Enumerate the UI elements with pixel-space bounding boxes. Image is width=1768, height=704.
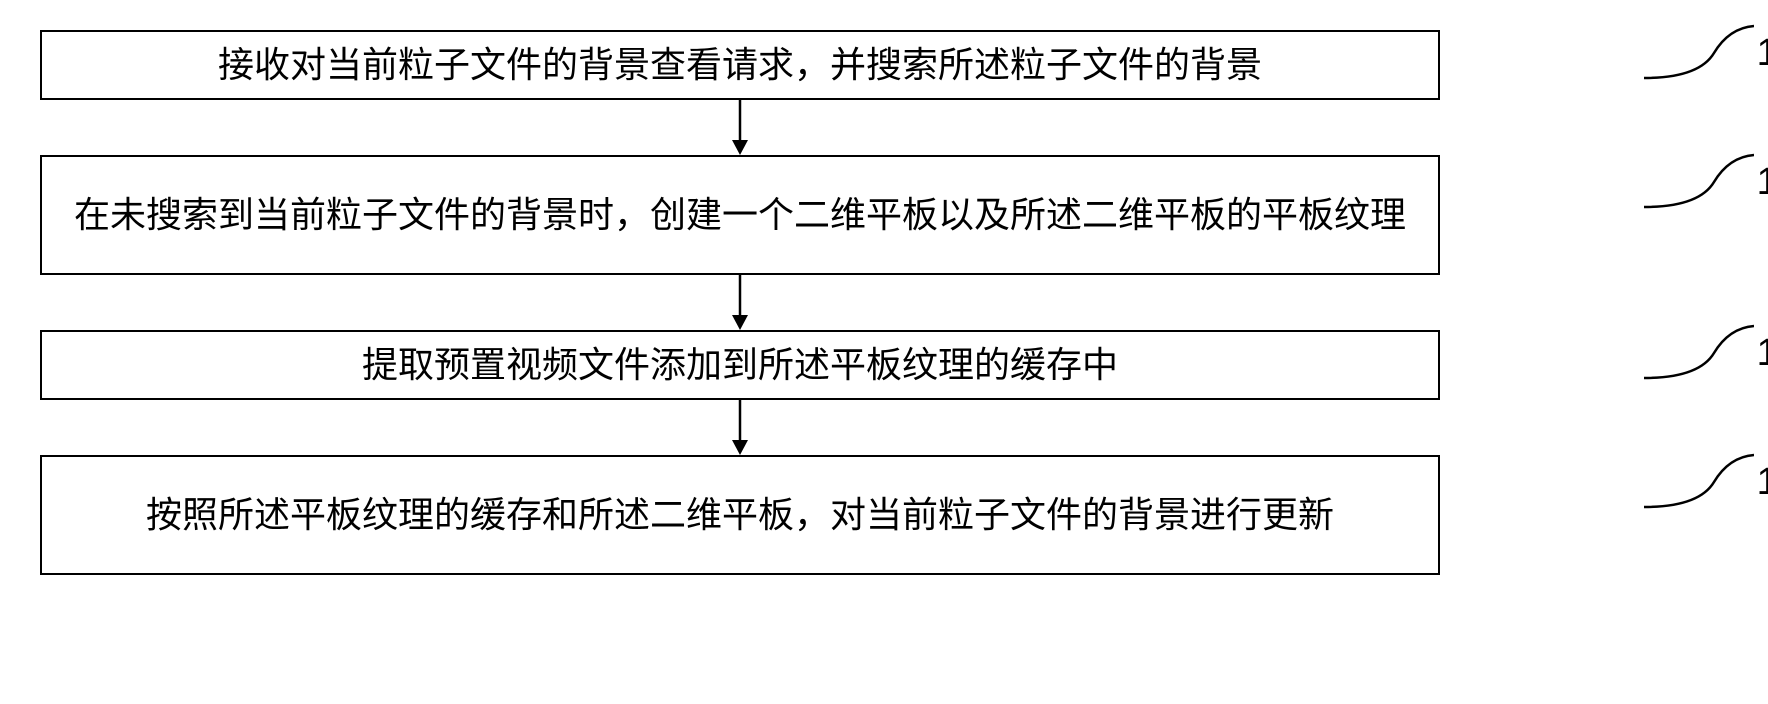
callout-104: 104 [1644,447,1768,517]
box-104-text: 按照所述平板纹理的缓存和所述二维平板，对当前粒子文件的背景进行更新 [146,488,1334,542]
callout-curve-102 [1644,147,1754,217]
box-102-text: 在未搜索到当前粒子文件的背景时，创建一个二维平板以及所述二维平板的平板纹理 [74,188,1406,242]
step-103: 提取预置视频文件添加到所述平板纹理的缓存中 103 [40,330,1640,455]
box-104: 按照所述平板纹理的缓存和所述二维平板，对当前粒子文件的背景进行更新 [40,455,1440,575]
step-102: 在未搜索到当前粒子文件的背景时，创建一个二维平板以及所述二维平板的平板纹理 10… [40,155,1640,330]
callout-label-104: 104 [1757,461,1768,504]
callout-102: 102 [1644,147,1768,217]
arrow-101-102 [40,100,1440,155]
callout-label-101: 101 [1757,32,1768,75]
box-101: 接收对当前粒子文件的背景查看请求，并搜索所述粒子文件的背景 [40,30,1440,100]
step-101: 接收对当前粒子文件的背景查看请求，并搜索所述粒子文件的背景 101 [40,30,1640,155]
arrow-103-104 [40,400,1440,455]
box-103-text: 提取预置视频文件添加到所述平板纹理的缓存中 [362,338,1118,392]
step-104: 按照所述平板纹理的缓存和所述二维平板，对当前粒子文件的背景进行更新 104 [40,455,1640,575]
callout-curve-103 [1644,318,1754,388]
callout-101: 101 [1644,18,1768,88]
callout-103: 103 [1644,318,1768,388]
flowchart-container: 接收对当前粒子文件的背景查看请求，并搜索所述粒子文件的背景 101 在未搜索到当… [40,30,1640,575]
box-103: 提取预置视频文件添加到所述平板纹理的缓存中 [40,330,1440,400]
box-101-text: 接收对当前粒子文件的背景查看请求，并搜索所述粒子文件的背景 [218,38,1262,92]
callout-label-103: 103 [1757,332,1768,375]
arrow-102-103 [40,275,1440,330]
callout-curve-104 [1644,447,1754,517]
box-102: 在未搜索到当前粒子文件的背景时，创建一个二维平板以及所述二维平板的平板纹理 [40,155,1440,275]
callout-curve-101 [1644,18,1754,88]
callout-label-102: 102 [1757,161,1768,204]
